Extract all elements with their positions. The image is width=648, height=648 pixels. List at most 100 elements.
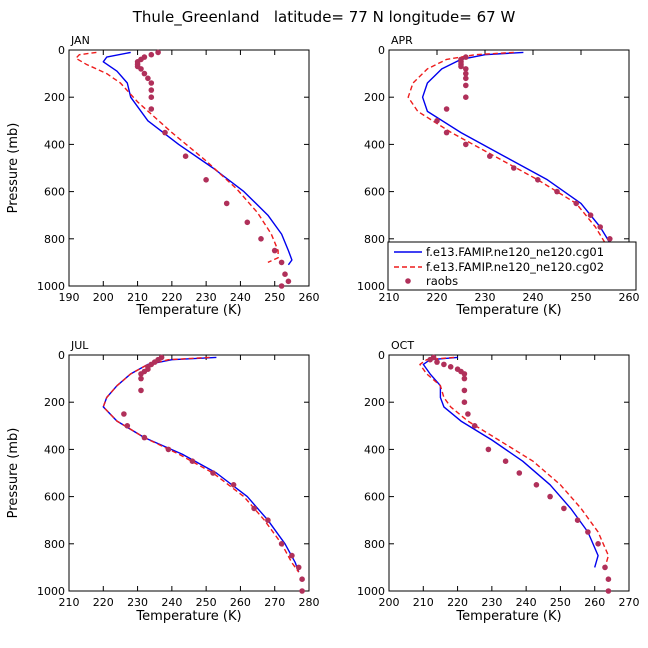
raobs-point: [502, 458, 509, 465]
x-tick-label: 280: [299, 596, 320, 609]
raobs-point: [289, 552, 295, 559]
x-tick-label: 270: [264, 596, 285, 609]
x-ticks: 200 210 220 230 240 250 260 270: [379, 355, 640, 609]
raobs-point: [554, 188, 560, 195]
raobs-point: [244, 219, 251, 226]
series-line-cg01: [102, 356, 300, 573]
raobs-point: [463, 82, 469, 89]
y-tick-label: 1000: [357, 585, 385, 598]
raobs-point: [265, 517, 271, 523]
y-axis-label: Pressure (mb): [6, 428, 21, 519]
y-ticks: 0 200 400 600 800 1000: [37, 349, 309, 598]
x-tick-label: 260: [230, 596, 251, 609]
raobs-point: [458, 63, 464, 70]
x-tick-label: 210: [127, 291, 148, 304]
y-tick-label: 800: [364, 233, 385, 246]
raobs-point: [443, 129, 450, 136]
raobs-point: [447, 364, 454, 370]
y-axis-label: Pressure (mb): [6, 123, 21, 214]
legend-marker-raobs: [405, 278, 411, 284]
y-tick-label: 400: [44, 443, 65, 456]
raobs-point: [138, 375, 144, 382]
raobs-point: [574, 517, 581, 523]
x-tick-label: 240: [523, 291, 544, 304]
raobs-point: [251, 505, 257, 512]
raobs-point: [271, 247, 278, 254]
x-tick-label: 270: [619, 596, 640, 609]
y-ticks: 0 200 400 600 800 1000: [357, 44, 629, 293]
raobs-point: [141, 434, 148, 441]
raobs-point: [295, 564, 302, 571]
x-tick-label: 230: [475, 291, 496, 304]
raobs-point: [434, 118, 440, 124]
raobs-point: [463, 94, 469, 100]
legend-label-cg02: f.e13.FAMIP.ne120_ne120.cg02: [426, 260, 604, 274]
raobs-point: [145, 75, 151, 82]
x-axis-label: Temperature (K): [135, 303, 241, 318]
legend-label-raobs: raobs: [426, 274, 458, 288]
raobs-point: [434, 359, 440, 365]
x-tick-label: 210: [413, 596, 434, 609]
y-tick-label: 800: [364, 538, 385, 551]
y-tick-label: 200: [44, 91, 65, 104]
series-line-cg02: [75, 51, 279, 264]
raobs-point: [605, 576, 612, 582]
plot-marks: [75, 49, 293, 289]
x-axis-label: Temperature (K): [135, 609, 241, 624]
raobs-point: [461, 375, 468, 382]
raobs-point: [585, 529, 591, 535]
x-tick-label: 260: [619, 291, 640, 304]
raobs-point: [155, 49, 161, 56]
plot-frame: [68, 49, 310, 287]
raobs-point: [148, 51, 155, 58]
x-axis-label: Temperature (K): [455, 303, 561, 318]
x-tick-label: 200: [93, 291, 114, 304]
x-tick-label: 240: [230, 291, 251, 304]
raobs-point: [189, 458, 196, 465]
y-tick-label: 800: [44, 233, 65, 246]
raobs-point: [124, 423, 131, 429]
x-tick-label: 220: [447, 596, 468, 609]
y-tick-label: 200: [44, 396, 65, 409]
raobs-point: [597, 224, 603, 230]
raobs-point: [595, 541, 601, 547]
x-tick-label: 190: [59, 291, 80, 304]
raobs-point: [573, 200, 579, 207]
raobs-point: [285, 278, 292, 285]
x-tick-label: 240: [161, 596, 182, 609]
panel-label: JAN: [70, 34, 90, 47]
raobs-point: [487, 153, 493, 159]
raobs-point: [535, 177, 541, 183]
y-tick-label: 0: [378, 349, 385, 362]
panel-label: APR: [391, 34, 413, 47]
plot-frame: [388, 354, 630, 592]
y-tick-label: 400: [364, 138, 385, 151]
x-ticks: 190 200 210 220 230 240 250 260: [59, 50, 320, 304]
x-tick-label: 220: [161, 291, 182, 304]
x-tick-label: 210: [379, 291, 400, 304]
series-line-cg02: [102, 356, 300, 573]
x-tick-label: 200: [379, 596, 400, 609]
y-tick-label: 600: [364, 186, 385, 199]
figure-title: Thule_Greenland latitude= 77 N longitude…: [132, 8, 516, 27]
x-tick-label: 240: [516, 596, 537, 609]
panel-jan: JAN 190 200 210 220 230 240 250 260 0 200 400 600 8…: [6, 34, 320, 318]
raobs-point: [121, 411, 127, 417]
raobs-point: [533, 482, 540, 488]
plot-marks: [102, 354, 305, 594]
raobs-point: [223, 200, 230, 207]
x-tick-label: 230: [196, 291, 217, 304]
raobs-point: [463, 141, 469, 148]
raobs-point: [148, 94, 155, 100]
raobs-point: [282, 271, 288, 278]
raobs-point: [463, 54, 469, 60]
raobs-point: [471, 423, 478, 429]
plot-marks: [419, 354, 612, 594]
raobs-point: [461, 387, 468, 394]
raobs-point: [299, 576, 305, 582]
raobs-point: [485, 446, 492, 453]
x-tick-label: 230: [127, 596, 148, 609]
raobs-point: [148, 87, 155, 93]
raobs-point: [138, 66, 144, 72]
